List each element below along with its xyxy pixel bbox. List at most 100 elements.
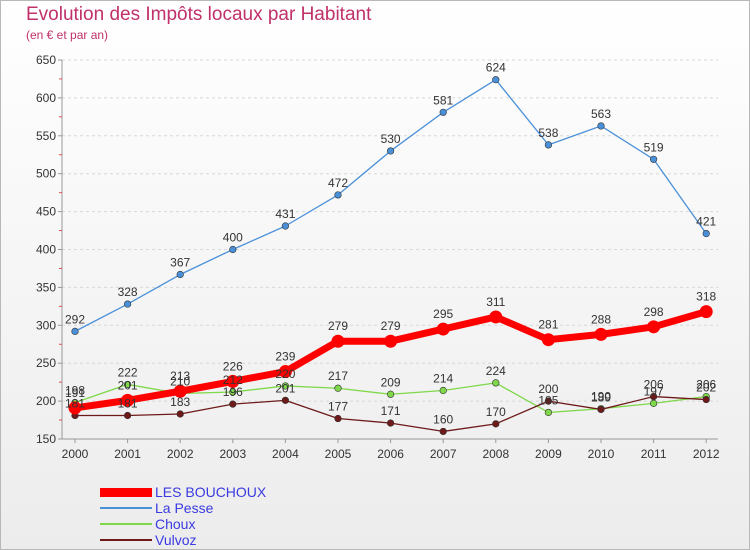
x-tick-label: 2000	[62, 447, 89, 461]
legend-label: LES BOUCHOUX	[155, 484, 267, 500]
data-label: 224	[486, 364, 506, 378]
line-chart: 150 200 250 300 350 400 450 500 550 600 650 2000 200…	[36, 53, 720, 461]
data-label: 160	[433, 412, 453, 426]
data-point	[492, 379, 500, 387]
x-tick-label: 2008	[482, 447, 509, 461]
x-tick-label: 2001	[114, 447, 141, 461]
x-tick-label: 2009	[535, 447, 562, 461]
data-label: 217	[328, 369, 348, 383]
legend-swatch	[100, 507, 152, 509]
data-point	[489, 310, 503, 324]
data-label: 222	[118, 365, 138, 379]
data-label: 318	[696, 290, 716, 304]
data-label: 226	[223, 359, 243, 373]
x-tick-label: 2007	[430, 447, 457, 461]
y-tick-label: 350	[36, 280, 56, 294]
data-point	[281, 382, 290, 390]
data-label: 288	[591, 312, 611, 326]
data-point	[331, 334, 345, 348]
chart-axes: 150 200 250 300 350 400 450 500 550 600 650 2000 200…	[36, 53, 720, 461]
data-point	[123, 411, 132, 420]
legend-label: Choux	[155, 516, 196, 532]
y-tick-label: 450	[36, 205, 56, 219]
data-point	[649, 392, 658, 401]
data-point	[229, 400, 237, 408]
data-point	[544, 141, 553, 149]
data-point	[597, 122, 605, 130]
data-label: 170	[486, 405, 506, 419]
data-point	[334, 191, 342, 199]
data-label: 292	[65, 312, 85, 326]
data-point	[384, 334, 398, 348]
x-tick-label: 2005	[325, 447, 352, 461]
data-point	[71, 327, 79, 335]
data-point	[436, 322, 450, 336]
data-label: 298	[644, 305, 664, 319]
data-point	[281, 222, 290, 230]
y-tick-label: 650	[36, 53, 56, 67]
y-tick-label: 250	[36, 356, 56, 370]
data-label: 206	[644, 378, 664, 392]
data-point	[544, 397, 553, 405]
data-label: 213	[170, 369, 190, 383]
data-point	[278, 365, 292, 379]
data-point	[226, 374, 240, 388]
data-point	[173, 384, 187, 398]
data-point	[492, 76, 500, 84]
data-label: 581	[433, 93, 453, 107]
data-point	[439, 427, 447, 436]
data-point	[439, 386, 447, 395]
data-label: 171	[381, 404, 401, 418]
data-point	[281, 396, 290, 404]
data-label: 201	[275, 381, 295, 395]
data-point	[492, 420, 500, 428]
data-point	[439, 108, 447, 116]
data-label: 538	[538, 126, 558, 140]
data-point	[176, 270, 184, 279]
data-point	[594, 327, 608, 341]
data-label: 367	[170, 256, 190, 270]
data-point	[123, 300, 132, 308]
data-point	[649, 399, 658, 407]
data-label: 328	[118, 285, 138, 299]
data-point	[121, 393, 135, 407]
data-point	[123, 380, 132, 389]
data-label: 197	[644, 384, 664, 398]
data-label: 295	[433, 307, 453, 321]
y-tick-label: 500	[36, 167, 56, 181]
data-label: 210	[170, 375, 190, 389]
x-tick-label: 2004	[272, 447, 299, 461]
data-label: 214	[433, 371, 453, 385]
data-label: 185	[538, 393, 558, 407]
y-tick-label: 600	[36, 91, 56, 105]
data-label: 209	[381, 375, 401, 389]
y-tick-label: 200	[36, 394, 56, 408]
data-label: 183	[170, 395, 190, 409]
data-point	[334, 384, 342, 392]
data-label: 519	[644, 140, 664, 154]
x-tick-label: 2011	[641, 447, 667, 461]
data-point	[649, 155, 658, 163]
data-point	[229, 245, 237, 254]
y-tick-label: 150	[36, 432, 56, 446]
data-label: 421	[696, 215, 716, 229]
y-tick-label: 300	[36, 318, 56, 332]
x-tick-label: 2002	[167, 447, 194, 461]
data-label: 201	[118, 378, 138, 392]
data-label: 431	[275, 207, 295, 221]
legend-label: La Pesse	[155, 500, 214, 516]
data-label: 624	[486, 61, 506, 75]
data-point	[702, 395, 710, 404]
data-point	[387, 390, 395, 398]
chart-data-labels: 292 328 367 400 431 472 530 581 624 538 563 519 421 1…	[65, 61, 717, 427]
data-label: 196	[223, 385, 243, 399]
series-line-la-pesse	[74, 79, 707, 332]
chart-series	[68, 76, 713, 436]
data-label: 279	[381, 319, 401, 333]
data-label: 279	[328, 319, 348, 333]
data-point	[68, 401, 82, 415]
legend-swatch	[100, 487, 152, 497]
data-point	[647, 320, 661, 334]
data-label: 530	[381, 132, 401, 146]
legend-label: Vulvoz	[155, 532, 197, 548]
